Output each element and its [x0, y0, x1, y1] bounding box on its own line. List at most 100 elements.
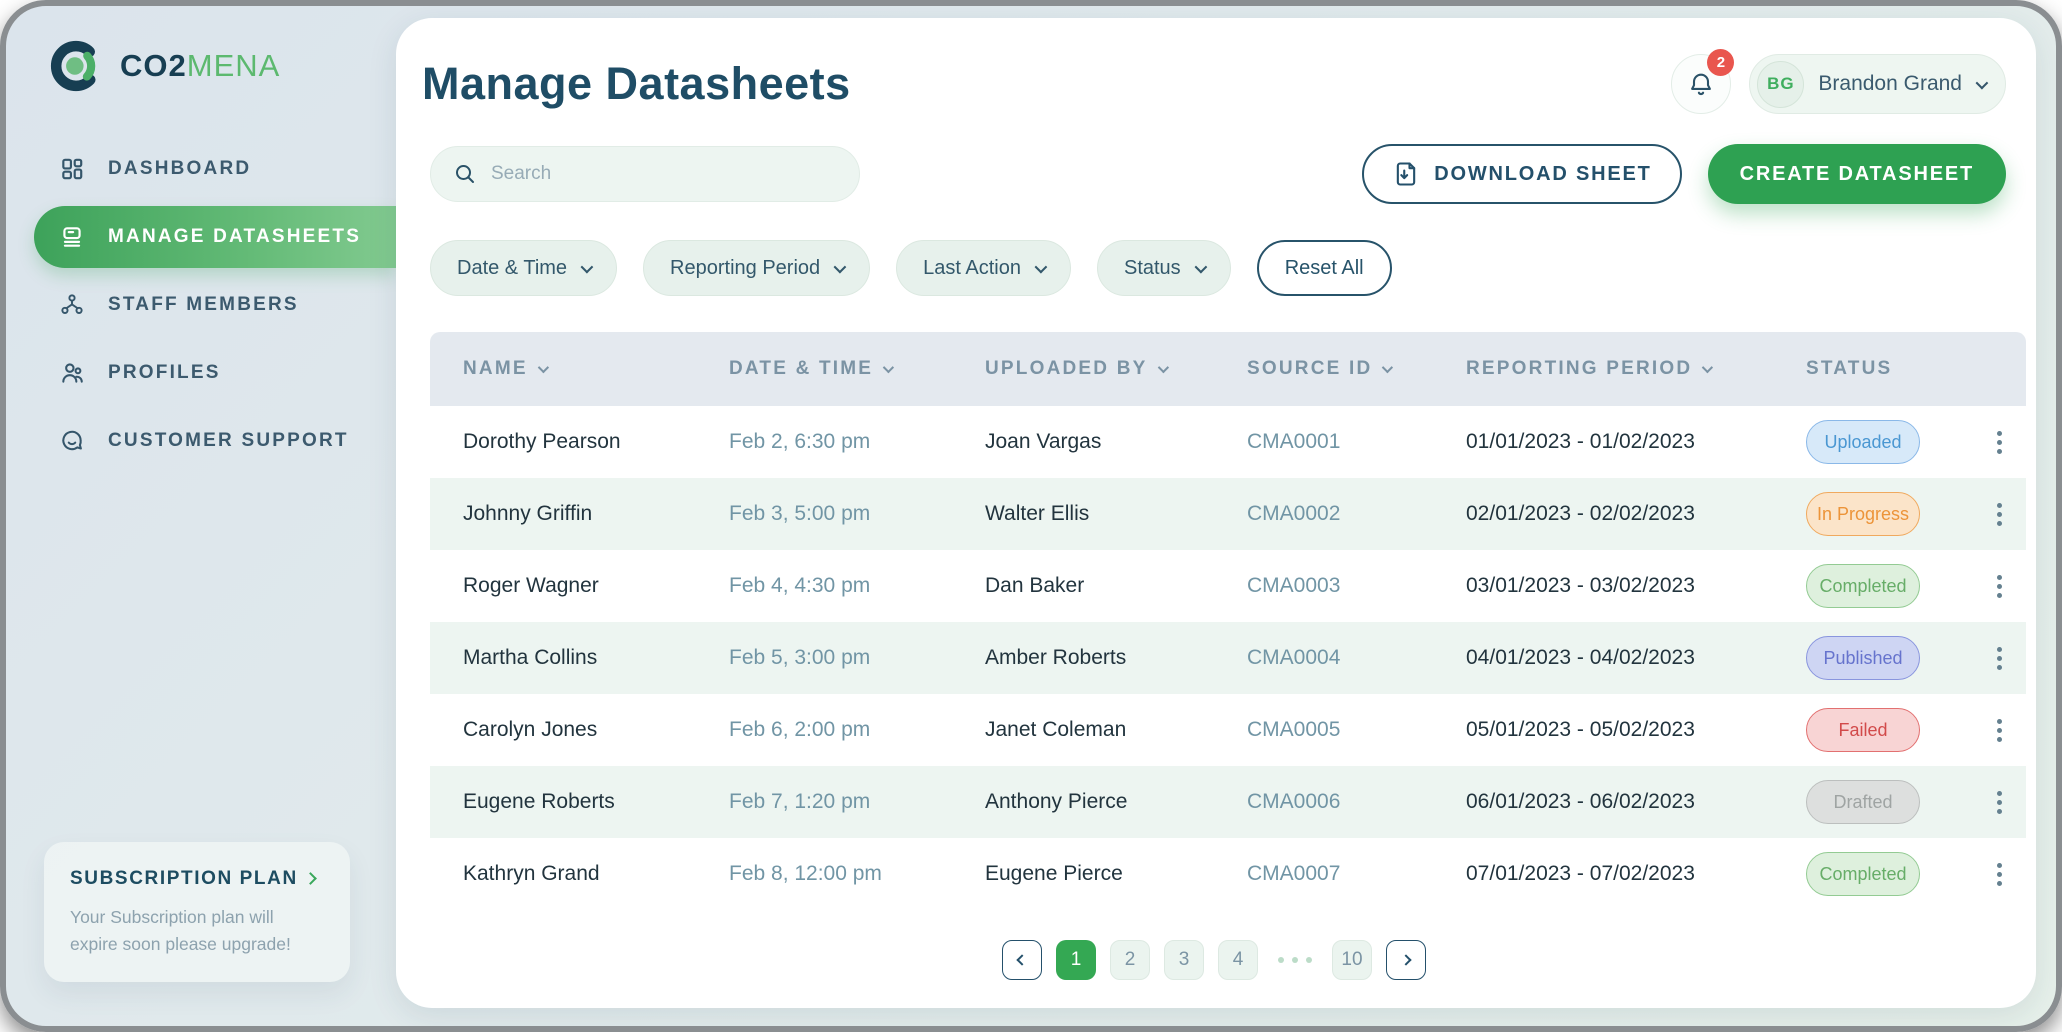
- status-badge: Drafted: [1806, 780, 1920, 824]
- reset-all-button[interactable]: Reset All: [1256, 240, 1392, 296]
- column-header: STATUS: [1806, 358, 1989, 380]
- column-header[interactable]: REPORTING PERIOD: [1466, 358, 1806, 380]
- cell-source-id: CMA0003: [1247, 574, 1341, 597]
- row-actions-menu-button[interactable]: [1989, 790, 2009, 814]
- table-row: Carolyn Jones Feb 6, 2:00 pm Janet Colem…: [430, 694, 2026, 766]
- cell-source-id: CMA0001: [1247, 430, 1341, 453]
- sort-chevron-icon: [1702, 361, 1714, 374]
- table-row: Dorothy Pearson Feb 2, 6:30 pm Joan Varg…: [430, 406, 2026, 478]
- status-badge: Completed: [1806, 564, 1920, 608]
- chevron-down-icon: [1975, 76, 1989, 89]
- sidebar-item-staff-members[interactable]: STAFF MEMBERS: [6, 274, 396, 336]
- cell-uploaded-by: Amber Roberts: [985, 646, 1127, 669]
- subscription-plan-title: SUBSCRIPTION PLAN: [70, 868, 324, 890]
- download-sheet-button[interactable]: DOWNLOAD SHEET: [1362, 144, 1682, 204]
- filter-chip-label: Status: [1123, 256, 1181, 279]
- sidebar-nav: DASHBOARD MANAGE DATASHEETS STAFF MEMBER…: [6, 138, 396, 472]
- page-title: Manage Datasheets: [422, 58, 851, 109]
- next-page-button[interactable]: [1386, 940, 1426, 980]
- search-icon: [456, 165, 474, 183]
- cell-name: Kathryn Grand: [463, 862, 600, 885]
- cell-name: Dorothy Pearson: [463, 430, 621, 453]
- page-button-3[interactable]: 3: [1164, 940, 1204, 980]
- table-row: Martha Collins Feb 5, 3:00 pm Amber Robe…: [430, 622, 2026, 694]
- cell-source-id: CMA0002: [1247, 502, 1341, 525]
- cell-reporting-period: 04/01/2023 - 04/02/2023: [1466, 646, 1695, 669]
- filter-bar: Date & Time Reporting Period Last Action…: [422, 240, 2006, 296]
- table-body: Dorothy Pearson Feb 2, 6:30 pm Joan Varg…: [430, 406, 2026, 910]
- filter-chip-label: Reporting Period: [670, 256, 821, 279]
- subscription-plan-message: Your Subscription plan will expire soon …: [70, 906, 291, 954]
- row-actions-menu-button[interactable]: [1989, 574, 2009, 598]
- column-header-label: REPORTING PERIOD: [1466, 358, 1693, 379]
- status-badge: Completed: [1806, 852, 1920, 896]
- table-header: NAME DATE & TIME UPLOADED BY SOURCE ID R…: [430, 332, 2026, 406]
- row-actions-menu-button[interactable]: [1989, 502, 2009, 526]
- filter-chip[interactable]: Last Action: [896, 240, 1071, 296]
- cell-date-time: Feb 5, 3:00 pm: [729, 646, 871, 669]
- brand-name: CO2MENA: [120, 48, 281, 83]
- chevron-down-icon: [833, 260, 847, 273]
- table-row: Kathryn Grand Feb 8, 12:00 pm Eugene Pie…: [430, 838, 2026, 910]
- page-button-4[interactable]: 4: [1218, 940, 1258, 980]
- user-menu[interactable]: BG Brandon Grand: [1749, 54, 2006, 114]
- cell-reporting-period: 01/01/2023 - 01/02/2023: [1466, 430, 1695, 453]
- filter-chips: Date & Time Reporting Period Last Action…: [430, 240, 1231, 296]
- column-header[interactable]: NAME: [463, 358, 729, 380]
- filter-chip[interactable]: Status: [1096, 240, 1231, 296]
- cell-reporting-period: 06/01/2023 - 06/02/2023: [1466, 790, 1695, 813]
- cell-uploaded-by: Janet Coleman: [985, 718, 1127, 741]
- search-box[interactable]: [430, 146, 860, 202]
- column-header[interactable]: UPLOADED BY: [985, 358, 1247, 380]
- table-row: Johnny Griffin Feb 3, 5:00 pm Walter Ell…: [430, 478, 2026, 550]
- co2mena-logo-icon: [50, 40, 102, 92]
- sidebar-item-manage-datasheets[interactable]: MANAGE DATASHEETS: [34, 206, 396, 268]
- previous-page-button[interactable]: [1002, 940, 1042, 980]
- page-button-2[interactable]: 2: [1110, 940, 1150, 980]
- topbar: Manage Datasheets 2 BG Brandon Grand: [422, 49, 2006, 114]
- row-actions-menu-button[interactable]: [1989, 646, 2009, 670]
- cell-name: Roger Wagner: [463, 574, 599, 597]
- column-header-label: DATE & TIME: [729, 358, 874, 379]
- filter-chip[interactable]: Reporting Period: [643, 240, 871, 296]
- chevron-down-icon: [1034, 260, 1048, 273]
- sidebar-item-customer-support[interactable]: CUSTOMER SUPPORT: [6, 410, 396, 472]
- cell-reporting-period: 05/01/2023 - 05/02/2023: [1466, 718, 1695, 741]
- cell-uploaded-by: Eugene Pierce: [985, 862, 1123, 885]
- search-input[interactable]: [491, 163, 837, 185]
- dashboard-icon: [58, 155, 86, 183]
- filter-chip[interactable]: Date & Time: [430, 240, 618, 296]
- column-header[interactable]: DATE & TIME: [729, 358, 985, 380]
- column-header[interactable]: SOURCE ID: [1247, 358, 1466, 380]
- cell-reporting-period: 07/01/2023 - 07/02/2023: [1466, 862, 1695, 885]
- sort-chevron-icon: [882, 361, 895, 374]
- cell-source-id: CMA0007: [1247, 862, 1341, 885]
- table-row: Eugene Roberts Feb 7, 1:20 pm Anthony Pi…: [430, 766, 2026, 838]
- row-actions-menu-button[interactable]: [1989, 430, 2009, 454]
- sidebar-item-label: DASHBOARD: [108, 158, 252, 179]
- sidebar-item-label: MANAGE DATASHEETS: [108, 226, 362, 247]
- status-badge: Published: [1806, 636, 1920, 680]
- column-header-label: UPLOADED BY: [985, 358, 1148, 379]
- subscription-plan-card[interactable]: SUBSCRIPTION PLAN Your Subscription plan…: [44, 841, 350, 982]
- page-button-last[interactable]: 10: [1332, 940, 1372, 980]
- row-actions-menu-button[interactable]: [1989, 718, 2009, 742]
- column-header-label: STATUS: [1806, 358, 1893, 379]
- cell-source-id: CMA0005: [1247, 718, 1341, 741]
- download-icon: [1397, 162, 1416, 186]
- page-button-1[interactable]: 1: [1056, 940, 1096, 980]
- notifications-button[interactable]: 2: [1671, 49, 1735, 114]
- create-datasheet-button[interactable]: CREATE DATASHEET: [1707, 144, 2006, 204]
- pagination-ellipsis: [1278, 957, 1312, 963]
- sort-chevron-icon: [1157, 361, 1169, 374]
- sidebar-item-profiles[interactable]: PROFILES: [6, 342, 396, 404]
- cell-reporting-period: 03/01/2023 - 03/02/2023: [1466, 574, 1695, 597]
- status-badge: Uploaded: [1806, 420, 1920, 464]
- sidebar-item-dashboard[interactable]: DASHBOARD: [6, 138, 396, 200]
- cell-date-time: Feb 7, 1:20 pm: [729, 790, 871, 813]
- cell-name: Martha Collins: [463, 646, 598, 669]
- cell-name: Carolyn Jones: [463, 718, 598, 741]
- profile-icon: [58, 359, 86, 387]
- row-actions-menu-button[interactable]: [1989, 862, 2009, 886]
